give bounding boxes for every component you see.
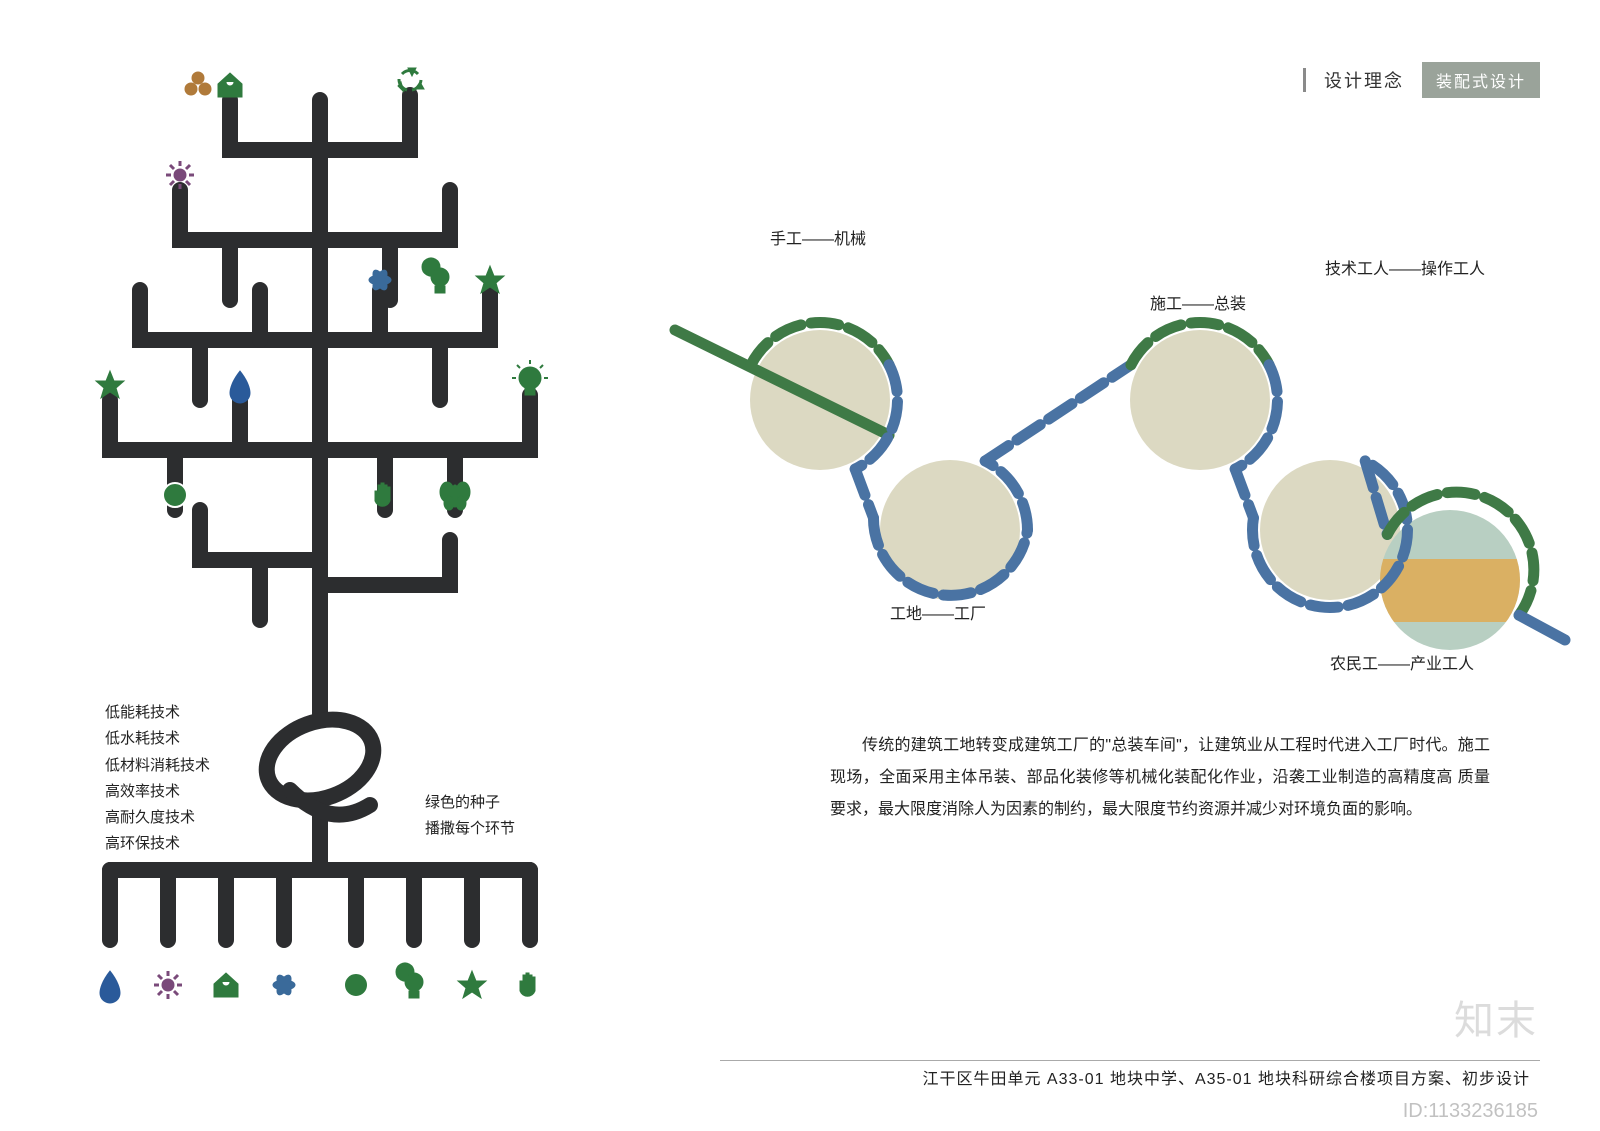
house-icon bbox=[214, 973, 238, 997]
hand-icon bbox=[520, 973, 535, 996]
tech-item: 低材料消耗技术 bbox=[105, 753, 210, 779]
dots3-icon bbox=[185, 72, 211, 95]
seed-caption-line: 绿色的种子 bbox=[425, 790, 515, 816]
drop-icon bbox=[230, 371, 250, 403]
tech-item: 高效率技术 bbox=[105, 779, 210, 805]
tech-item: 低水耗技术 bbox=[105, 726, 210, 752]
wave-label: 技术工人——操作工人 bbox=[1325, 255, 1485, 279]
house-icon bbox=[218, 73, 242, 97]
wave-node bbox=[1260, 460, 1400, 600]
watermark-id: ID:1133236185 bbox=[1403, 1100, 1538, 1123]
sun-icon bbox=[166, 161, 194, 189]
wave-label: 手工——机械 bbox=[770, 225, 866, 249]
wave-label: 农民工——产业工人 bbox=[1330, 650, 1474, 674]
header-badge: 装配式设计 bbox=[1422, 62, 1540, 98]
header-accent-bar bbox=[1303, 68, 1306, 92]
header-title: 设计理念 bbox=[1324, 67, 1404, 93]
body-paragraph: 传统的建筑工地转变成建筑工厂的"总装车间"，让建筑业从工程时代进入工厂时代。施工… bbox=[830, 730, 1490, 826]
star-icon bbox=[458, 971, 486, 998]
page-header: 设计理念 装配式设计 bbox=[1303, 62, 1540, 98]
wave-label: 工地——工厂 bbox=[890, 600, 986, 624]
seed-caption-line: 播撒每个环节 bbox=[425, 816, 515, 842]
wave-node bbox=[1130, 330, 1270, 470]
bulbglow-icon bbox=[512, 360, 548, 395]
tech-item: 高环保技术 bbox=[105, 831, 210, 857]
tech-list: 低能耗技术 低水耗技术 低材料消耗技术 高效率技术 高耐久度技术 高环保技术 bbox=[105, 700, 210, 858]
tech-item: 高耐久度技术 bbox=[105, 805, 210, 831]
footer-text: 江干区牛田单元 A33-01 地块中学、A35-01 地块科研综合楼项目方案、初… bbox=[922, 1065, 1530, 1089]
bulb-icon bbox=[396, 963, 423, 998]
sun-icon bbox=[154, 971, 182, 999]
bulb-icon bbox=[422, 258, 449, 293]
fan-icon bbox=[273, 973, 295, 997]
globe-icon bbox=[163, 483, 187, 507]
butterfly-icon bbox=[440, 482, 470, 510]
wave-label: 施工——总装 bbox=[1150, 290, 1246, 314]
tree-diagram bbox=[30, 40, 630, 1040]
seed-caption: 绿色的种子 播撒每个环节 bbox=[425, 790, 515, 843]
wave-diagram bbox=[660, 210, 1580, 690]
tech-item: 低能耗技术 bbox=[105, 700, 210, 726]
globe-icon bbox=[344, 973, 368, 997]
watermark-logo: 知末 bbox=[1454, 988, 1538, 1046]
drop-icon bbox=[100, 971, 120, 1003]
footer-rule bbox=[720, 1060, 1540, 1061]
